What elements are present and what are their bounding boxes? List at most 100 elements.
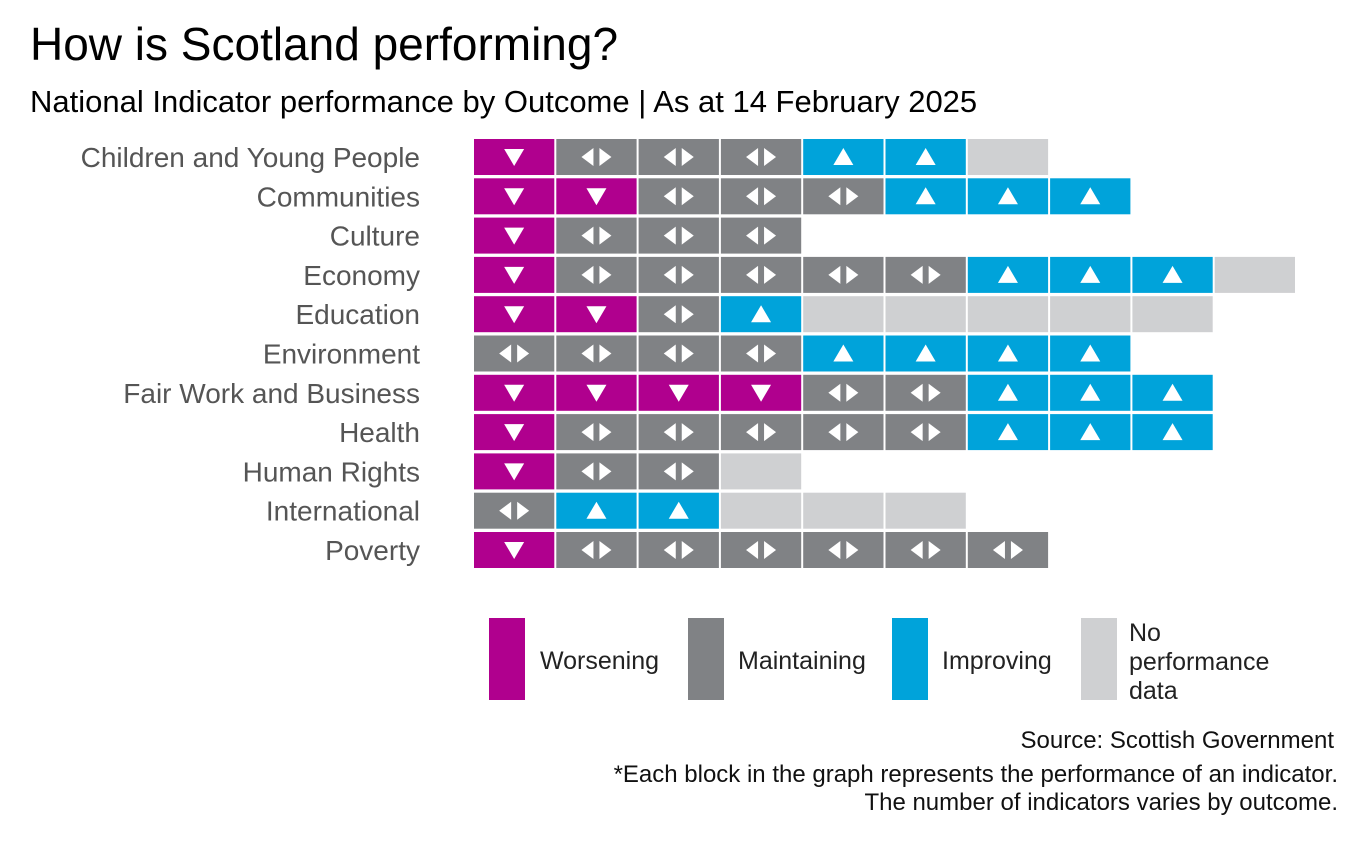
left-right-arrows-icon [581, 344, 612, 363]
indicator-block-worsening [474, 178, 555, 215]
category-label: International [266, 496, 420, 527]
indicator-block-maintaining [967, 532, 1049, 568]
triangle-down-icon [504, 424, 525, 442]
indicator-block-maintaining [720, 217, 802, 254]
indicator-block-improving [885, 139, 966, 175]
indicator-block-no-data [1050, 296, 1131, 333]
indicator-block-worsening [474, 374, 555, 411]
triangle-down-icon [504, 542, 525, 559]
source-note: Source: Scottish Government [1020, 727, 1334, 754]
legend-label-worsening: Worsening [540, 647, 660, 675]
category-label: Education [295, 299, 420, 330]
triangle-down-icon [586, 384, 607, 402]
triangle-down-icon [586, 188, 607, 206]
indicator-block-improving [967, 335, 1049, 372]
left-right-arrows-icon [581, 541, 612, 559]
triangle-up-icon [1162, 383, 1183, 401]
indicator-block-improving [885, 335, 966, 372]
triangle-down-icon [504, 149, 525, 166]
left-right-arrows-icon [663, 344, 694, 363]
indicator-block-maintaining [474, 492, 555, 529]
category-label: Fair Work and Business [123, 378, 420, 409]
triangle-up-icon [1162, 265, 1183, 283]
left-right-arrows-icon [663, 423, 694, 442]
triangle-down-icon [504, 266, 525, 284]
indicator-block-improving [1050, 414, 1131, 451]
left-right-arrows-icon [581, 462, 612, 481]
indicator-block-improving [967, 256, 1049, 293]
indicator-block-improving [967, 178, 1049, 215]
indicator-block-chart: Children and Young People Communities Cult… [81, 139, 1295, 568]
indicator-block-maintaining [638, 139, 719, 175]
indicator-block-maintaining [720, 178, 802, 215]
left-right-arrows-icon [746, 187, 777, 206]
indicator-block-worsening [474, 256, 555, 293]
indicator-block-no-data [720, 492, 802, 529]
legend-label-no-data-line1: No [1129, 619, 1161, 647]
legend-swatch-no-data [1081, 618, 1117, 700]
triangle-down-icon [668, 384, 689, 402]
triangle-down-icon [504, 463, 525, 481]
indicator-block-maintaining [803, 374, 884, 411]
indicator-block-worsening [474, 217, 555, 254]
indicator-block-no-data [803, 296, 884, 333]
left-right-arrows-icon [828, 541, 859, 559]
indicator-block-maintaining [638, 335, 719, 372]
left-right-arrows-icon [828, 383, 859, 402]
indicator-block-maintaining [556, 414, 637, 451]
left-right-arrows-icon [663, 187, 694, 206]
indicator-block-improving [1050, 335, 1131, 372]
indicator-block-maintaining [638, 414, 719, 451]
indicator-block-improving [1132, 374, 1213, 411]
triangle-up-icon [997, 187, 1018, 205]
indicator-block-worsening [474, 296, 555, 333]
legend-swatch-worsening [489, 618, 525, 700]
indicator-block-maintaining [638, 217, 719, 254]
indicator-block-worsening [720, 374, 802, 411]
indicator-block-maintaining [885, 374, 966, 411]
indicator-block-no-data [885, 492, 966, 529]
left-right-arrows-icon [746, 265, 777, 284]
left-right-arrows-icon [663, 462, 694, 481]
indicator-block-improving [803, 139, 884, 175]
category-label: Human Rights [243, 456, 420, 487]
indicator-block-no-data [885, 296, 966, 333]
left-right-arrows-icon [663, 541, 694, 559]
legend-label-maintaining: Maintaining [738, 647, 866, 675]
left-right-arrows-icon [746, 148, 777, 166]
triangle-up-icon [915, 187, 936, 205]
triangle-down-icon [504, 227, 525, 245]
indicator-block-maintaining [638, 453, 719, 490]
indicator-block-worsening [474, 532, 555, 568]
triangle-down-icon [504, 306, 525, 324]
triangle-up-icon [1080, 423, 1101, 441]
indicator-block-improving [720, 296, 802, 333]
legend-label-no-data-line2: performance [1129, 648, 1270, 676]
indicator-block-improving [885, 178, 966, 215]
left-right-arrows-icon [910, 541, 941, 559]
legend-label-no-data-line3: data [1129, 677, 1178, 705]
indicator-block-worsening [556, 374, 637, 411]
indicator-block-maintaining [720, 414, 802, 451]
indicator-block-no-data [967, 296, 1049, 333]
category-label: Health [339, 417, 420, 448]
indicator-block-maintaining [638, 296, 719, 333]
indicator-block-maintaining [720, 139, 802, 175]
indicator-block-improving [1050, 374, 1131, 411]
triangle-up-icon [997, 423, 1018, 441]
indicator-block-maintaining [638, 532, 719, 568]
indicator-block-maintaining [720, 256, 802, 293]
indicator-block-maintaining [556, 532, 637, 568]
category-label: Economy [303, 260, 420, 291]
indicator-block-improving [1132, 414, 1213, 451]
indicator-block-worsening [638, 374, 719, 411]
indicator-block-maintaining [720, 532, 802, 568]
left-right-arrows-icon [663, 265, 694, 284]
triangle-up-icon [997, 344, 1018, 362]
legend-label-improving: Improving [942, 647, 1052, 675]
triangle-up-icon [1162, 423, 1183, 441]
indicator-block-maintaining [556, 139, 637, 175]
left-right-arrows-icon [499, 344, 530, 363]
indicator-block-worsening [556, 178, 637, 215]
indicator-block-maintaining [556, 453, 637, 490]
